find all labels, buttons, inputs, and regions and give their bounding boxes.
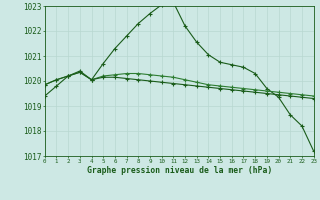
X-axis label: Graphe pression niveau de la mer (hPa): Graphe pression niveau de la mer (hPa)	[87, 166, 272, 175]
